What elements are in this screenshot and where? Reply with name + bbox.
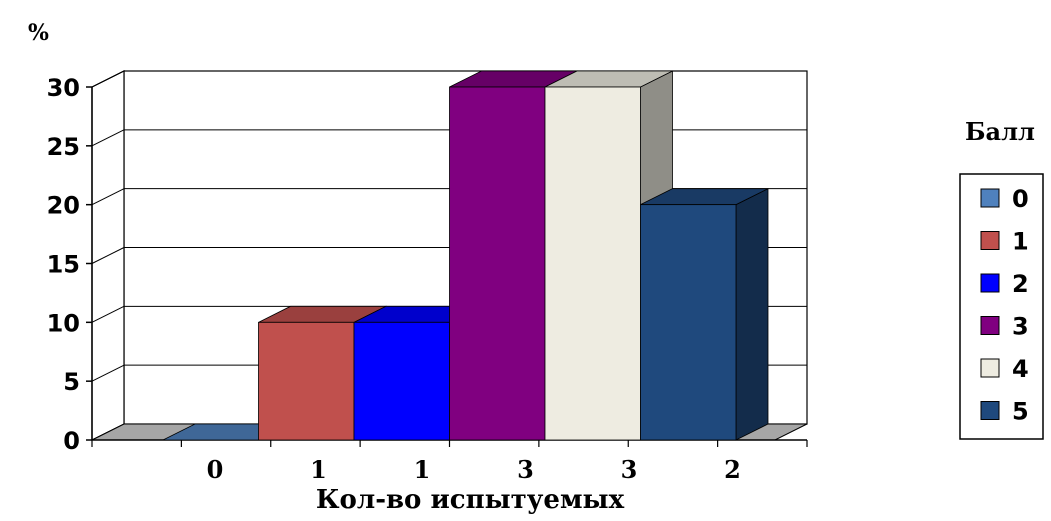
legend-label: 0 [1012, 185, 1029, 213]
legend-swatch [980, 273, 1000, 293]
y-tick-label: 25 [47, 133, 80, 161]
legend-label: 1 [1012, 228, 1029, 256]
gridline-side [91, 188, 125, 206]
legend: 0 1 2 3 4 5 [959, 173, 1044, 440]
bar-group [640, 188, 769, 441]
y-tick-label: 5 [63, 368, 80, 396]
bar [640, 204, 737, 441]
y-tick-label: 30 [47, 74, 80, 102]
legend-label: 2 [1012, 270, 1029, 298]
legend-swatch [980, 188, 1000, 208]
legend-swatch [980, 401, 1000, 420]
y-tick-label: 20 [47, 192, 80, 220]
bar [449, 86, 546, 441]
y-tick-label: 10 [47, 309, 80, 337]
plot-area: 0 5 10 15 20 25 30 0 1 1 3 3 2 [47, 70, 808, 484]
bar [258, 321, 355, 441]
x-tick-label: 3 [621, 455, 638, 484]
bar [353, 321, 450, 441]
x-axis-label: Кол-во испытуемых [316, 485, 625, 515]
gridline-side [91, 247, 125, 264]
legend-swatch [980, 358, 1000, 378]
legend-title: Балл [965, 117, 1035, 146]
legend-swatch [980, 316, 1000, 335]
gridline-side [91, 305, 125, 323]
legend-swatch [980, 231, 1000, 250]
y-tick-label: 0 [63, 427, 80, 455]
gridline-side [91, 364, 125, 382]
y-axis-label: % [28, 20, 49, 46]
x-tick-label: 1 [310, 455, 327, 484]
x-tick-label: 2 [724, 455, 741, 484]
bar-side [735, 188, 769, 441]
legend-label: 5 [1012, 398, 1029, 426]
bar [544, 86, 641, 441]
gridline-side [91, 129, 125, 147]
gridline-side [91, 70, 125, 88]
legend-label: 3 [1012, 313, 1029, 341]
y-tick-label: 15 [47, 251, 80, 279]
legend-box [959, 173, 1044, 440]
x-tick-label: 0 [207, 455, 224, 484]
legend-label: 4 [1012, 355, 1029, 383]
x-tick-label: 3 [517, 455, 534, 484]
x-tick-label: 1 [414, 455, 431, 484]
